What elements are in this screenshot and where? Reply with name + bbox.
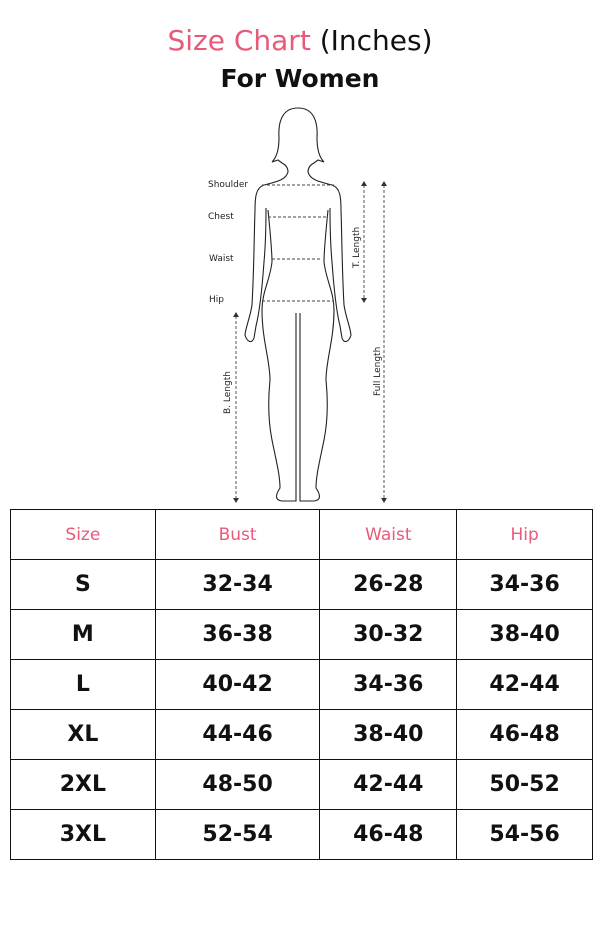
size-cell: L (10, 659, 156, 710)
table-row: 3XL 52-54 46-48 54-56 (10, 809, 593, 860)
hip-cell: 38-40 (456, 609, 593, 660)
header-size: Size (10, 509, 156, 560)
table-row: S 32-34 26-28 34-36 (10, 559, 593, 610)
bust-cell: 36-38 (154, 609, 321, 660)
waist-cell: 38-40 (319, 709, 458, 760)
bust-cell: 40-42 (154, 659, 321, 710)
waist-cell: 26-28 (319, 559, 458, 610)
hip-cell: 34-36 (456, 559, 593, 610)
size-table: Size Bust Waist Hip S 32-34 26-28 34-36 M 36… (10, 509, 593, 860)
label-chest: Chest (208, 212, 234, 222)
waist-cell: 30-32 (319, 609, 458, 660)
table-row: M 36-38 30-32 38-40 (10, 609, 593, 660)
bust-cell: 52-54 (154, 809, 321, 860)
label-waist: Waist (209, 254, 234, 264)
table-row: 2XL 48-50 42-44 50-52 (10, 759, 593, 810)
label-b-length: B. Length (223, 371, 233, 414)
header-waist: Waist (319, 509, 458, 560)
hip-cell: 46-48 (456, 709, 593, 760)
waist-cell: 42-44 (319, 759, 458, 810)
waist-cell: 46-48 (319, 809, 458, 860)
body-measurement-figure: Shoulder Chest Waist Hip T. Length Full … (208, 107, 387, 503)
table-row: XL 44-46 38-40 46-48 (10, 709, 593, 760)
title-units: (Inches) (319, 24, 433, 57)
body-silhouette (244, 107, 352, 502)
size-cell: 2XL (10, 759, 156, 810)
bust-cell: 48-50 (154, 759, 321, 810)
table-row: L 40-42 34-36 42-44 (10, 659, 593, 710)
label-t-length: T. Length (352, 227, 362, 269)
waist-cell: 34-36 (319, 659, 458, 710)
hip-cell: 54-56 (456, 809, 593, 860)
header-bust: Bust (154, 509, 321, 560)
arrow-heads (233, 181, 387, 503)
label-full-length: Full Length (373, 347, 383, 396)
label-hip: Hip (209, 295, 224, 305)
measurement-lines (235, 184, 385, 500)
page-title: Size Chart (Inches) (0, 24, 600, 57)
table-header-row: Size Bust Waist Hip (10, 509, 593, 560)
title-accent: Size Chart (167, 24, 311, 57)
bust-cell: 44-46 (154, 709, 321, 760)
hip-cell: 50-52 (456, 759, 593, 810)
size-cell: 3XL (10, 809, 156, 860)
label-shoulder: Shoulder (208, 180, 248, 190)
bust-cell: 32-34 (154, 559, 321, 610)
hip-cell: 42-44 (456, 659, 593, 710)
header-hip: Hip (456, 509, 593, 560)
size-cell: M (10, 609, 156, 660)
size-cell: XL (10, 709, 156, 760)
size-cell: S (10, 559, 156, 610)
page-subtitle: For Women (220, 64, 380, 93)
